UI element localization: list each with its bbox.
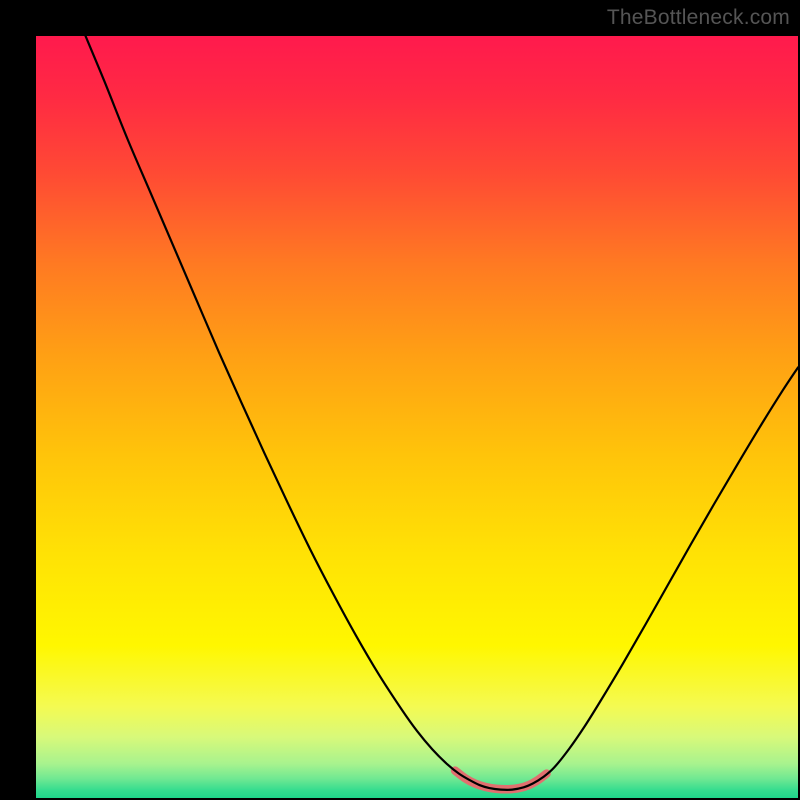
plot-area xyxy=(36,36,798,798)
watermark-text: TheBottleneck.com xyxy=(607,6,790,30)
chart-frame: TheBottleneck.com xyxy=(0,0,800,800)
curve-layer xyxy=(36,36,798,798)
bottleneck-curve xyxy=(86,36,798,790)
frame-border-left xyxy=(0,0,36,800)
